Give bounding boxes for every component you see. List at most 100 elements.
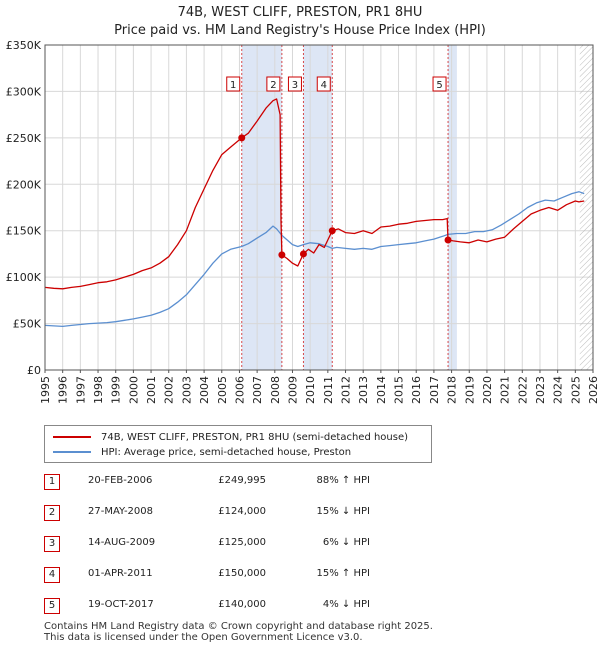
transaction-number-badge: 5 — [44, 598, 60, 614]
transaction-point — [444, 236, 452, 244]
transaction-label: 2 — [270, 80, 276, 91]
shaded-period — [241, 45, 282, 370]
transaction-point — [238, 134, 246, 142]
x-tick-label: 2010 — [304, 376, 317, 404]
footer-copyright: Contains HM Land Registry data © Crown c… — [44, 621, 433, 632]
x-tick-label: 2016 — [410, 376, 423, 404]
forecast-hatch — [579, 45, 593, 370]
x-tick-label: 1998 — [92, 376, 105, 404]
x-tick-label: 2012 — [340, 376, 353, 404]
y-tick-label: £50K — [13, 318, 42, 331]
y-tick-label: £350K — [6, 39, 42, 52]
y-tick-label: £150K — [6, 225, 42, 238]
transaction-number-badge: 1 — [44, 474, 60, 490]
chart-title-line2: Price paid vs. HM Land Registry's House … — [114, 23, 486, 38]
transaction-label: 4 — [321, 80, 327, 91]
y-tick-label: £100K — [6, 271, 42, 284]
legend: 74B, WEST CLIFF, PRESTON, PR1 8HU (semi-… — [44, 425, 432, 463]
transaction-label: 5 — [436, 80, 442, 91]
x-tick-label: 2019 — [463, 376, 476, 404]
transaction-hpi-change: 15% ↑ HPI — [316, 568, 370, 579]
y-tick-label: £300K — [6, 85, 42, 98]
transaction-label-box — [226, 76, 241, 92]
y-tick-label: £250K — [6, 132, 42, 145]
x-tick-label: 2023 — [534, 376, 547, 404]
legend-item-hpi: HPI: Average price, semi-detached house,… — [53, 445, 351, 459]
x-tick-label: 2001 — [145, 376, 158, 404]
transaction-label: 1 — [230, 80, 236, 91]
x-tick-label: 2007 — [251, 376, 264, 404]
x-tick-label: 2011 — [322, 376, 335, 404]
x-tick-label: 2021 — [499, 376, 512, 404]
transaction-number-badge: 2 — [44, 505, 60, 521]
transaction-hpi-change: 88% ↑ HPI — [316, 475, 370, 486]
x-tick-label: 2022 — [516, 376, 529, 404]
x-tick-label: 2008 — [269, 376, 282, 404]
x-tick-label: 2015 — [393, 376, 406, 404]
property-series-line — [44, 98, 585, 290]
transaction-date: 19-OCT-2017 — [88, 599, 154, 610]
table-row: 1 20-FEB-2006 £249,995 88% ↑ HPI — [44, 474, 444, 490]
table-row: 5 19-OCT-2017 £140,000 4% ↓ HPI — [44, 598, 444, 614]
x-tick-label: 2006 — [233, 376, 246, 404]
footer: Contains HM Land Registry data © Crown c… — [44, 621, 433, 643]
table-row: 3 14-AUG-2009 £125,000 6% ↓ HPI — [44, 536, 444, 552]
transaction-point — [328, 227, 336, 235]
transaction-number-badge: 4 — [44, 567, 60, 583]
hpi-series-line — [44, 191, 585, 328]
shaded-period — [448, 45, 457, 370]
x-tick-label: 2024 — [552, 376, 565, 404]
legend-item-property: 74B, WEST CLIFF, PRESTON, PR1 8HU (semi-… — [53, 430, 408, 444]
x-tick-label: 2018 — [446, 376, 459, 404]
x-tick-label: 2000 — [127, 376, 140, 404]
x-tick-label: 2004 — [198, 376, 211, 404]
y-tick-label: £0 — [27, 364, 41, 377]
transaction-number-badge: 3 — [44, 536, 60, 552]
x-tick-label: 2026 — [587, 376, 600, 404]
transaction-price: £150,000 — [218, 568, 266, 579]
x-tick-label: 2020 — [481, 376, 494, 404]
x-tick-label: 1995 — [39, 376, 52, 404]
legend-swatch-property — [53, 436, 91, 438]
x-tick-label: 2003 — [180, 376, 193, 404]
y-tick-label: £200K — [6, 178, 42, 191]
x-tick-label: 1996 — [57, 376, 70, 404]
transaction-hpi-change: 6% ↓ HPI — [322, 537, 370, 548]
x-tick-label: 2025 — [569, 376, 582, 404]
table-row: 4 01-APR-2011 £150,000 15% ↑ HPI — [44, 567, 444, 583]
transaction-price: £125,000 — [218, 537, 266, 548]
transaction-hpi-change: 4% ↓ HPI — [322, 599, 370, 610]
table-row: 2 27-MAY-2008 £124,000 15% ↓ HPI — [44, 505, 444, 521]
legend-swatch-hpi — [53, 451, 91, 453]
x-tick-label: 1997 — [74, 376, 87, 404]
x-tick-label: 2005 — [216, 376, 229, 404]
transaction-label-box — [432, 76, 447, 92]
transaction-hpi-change: 15% ↓ HPI — [316, 506, 370, 517]
transaction-date: 01-APR-2011 — [88, 568, 153, 579]
transaction-price: £140,000 — [218, 599, 266, 610]
x-tick-label: 2009 — [286, 376, 299, 404]
transaction-point — [299, 250, 307, 258]
transaction-label-box — [287, 76, 302, 92]
transaction-price: £249,995 — [218, 475, 266, 486]
transaction-date: 14-AUG-2009 — [88, 537, 156, 548]
x-tick-label: 1999 — [110, 376, 123, 404]
footer-licence: This data is licensed under the Open Gov… — [44, 632, 363, 643]
transaction-label-box — [316, 76, 331, 92]
chart-title-line1: 74B, WEST CLIFF, PRESTON, PR1 8HU — [177, 5, 423, 20]
x-tick-label: 2017 — [428, 376, 441, 404]
transaction-label-box — [266, 76, 281, 92]
x-tick-label: 2002 — [163, 376, 176, 404]
legend-label-hpi: HPI: Average price, semi-detached house,… — [101, 446, 352, 458]
transaction-label: 3 — [292, 80, 298, 91]
transaction-point — [278, 251, 286, 259]
transaction-date: 27-MAY-2008 — [88, 506, 154, 517]
plot-frame — [44, 44, 594, 371]
chart-title: 74B, WEST CLIFF, PRESTON, PR1 8HU Price … — [0, 4, 600, 40]
price-chart: 1 2 3 4 5 £0 £50K £100K £150K £200K £250K £300K £35… — [6, 39, 600, 404]
x-tick-label: 2014 — [375, 376, 388, 404]
transaction-date: 20-FEB-2006 — [88, 475, 153, 486]
legend-label-property: 74B, WEST CLIFF, PRESTON, PR1 8HU (semi-… — [101, 431, 409, 443]
x-tick-label: 2013 — [357, 376, 370, 404]
transaction-price: £124,000 — [218, 506, 266, 517]
